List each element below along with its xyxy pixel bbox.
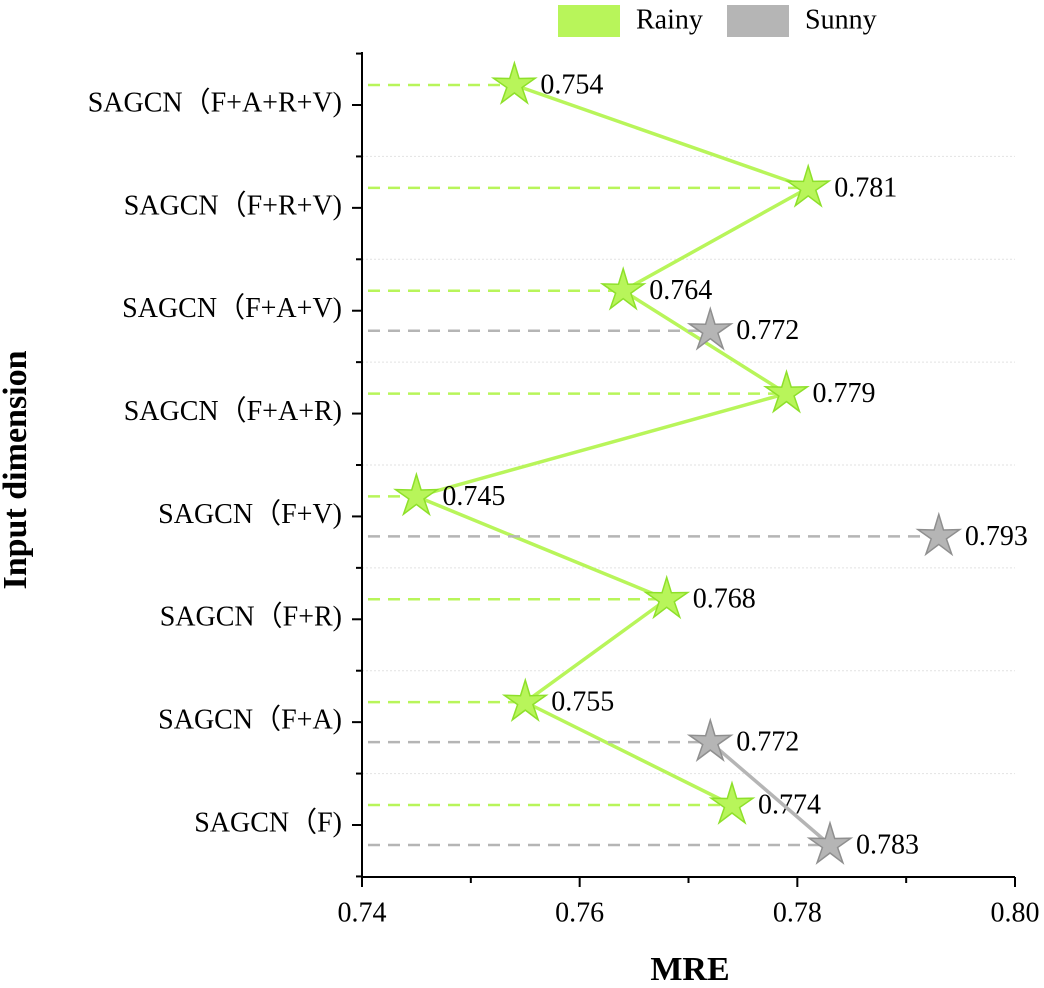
star-marker: [643, 574, 691, 620]
star-marker: [708, 780, 756, 825]
y-tick-label: SAGCN（F+A+R+V): [88, 86, 342, 118]
value-label: 0.793: [965, 521, 1028, 552]
star-marker: [784, 163, 832, 208]
value-label: 0.754: [540, 69, 603, 100]
star-marker: [490, 60, 538, 105]
value-label: 0.764: [649, 275, 712, 306]
y-axis-title: Input dimension: [0, 350, 34, 589]
x-tick-label: 0.80: [991, 897, 1040, 928]
star-marker: [915, 511, 963, 557]
value-label: 0.781: [834, 172, 897, 203]
y-tick-label: SAGCN（F+V): [158, 498, 342, 530]
legend-label: Sunny: [805, 4, 877, 35]
x-tick-label: 0.76: [555, 897, 604, 928]
star-marker: [501, 677, 549, 722]
value-label: 0.774: [758, 789, 821, 820]
x-tick-label: 0.78: [773, 897, 822, 928]
x-axis-title: MRE: [650, 951, 729, 988]
series-line: [709, 740, 832, 847]
y-tick-label: SAGCN（F): [194, 806, 342, 838]
star-marker: [393, 471, 440, 517]
y-tick-label: SAGCN（F+A+V): [122, 292, 342, 324]
value-label: 0.772: [736, 315, 799, 346]
y-tick-label: SAGCN（F+A+R): [124, 395, 342, 427]
star-marker: [686, 717, 734, 762]
value-label: 0.755: [551, 687, 614, 718]
y-tick-label: SAGCN（F+R): [160, 601, 342, 633]
y-tick-label: SAGCN（F+R+V): [124, 189, 342, 221]
value-label: 0.768: [693, 584, 756, 615]
value-label: 0.772: [736, 727, 799, 758]
value-label: 0.745: [442, 481, 505, 512]
x-tick-label: 0.74: [338, 897, 387, 928]
legend-swatch: [558, 5, 620, 37]
star-marker: [599, 266, 647, 311]
value-label: 0.779: [812, 378, 875, 409]
legend-swatch: [727, 5, 789, 37]
series-line: [411, 83, 813, 807]
star-marker: [763, 369, 810, 414]
y-tick-label: SAGCN（F+A): [158, 704, 342, 736]
star-marker: [686, 306, 734, 351]
legend-label: Rainy: [636, 4, 703, 35]
star-marker: [806, 820, 854, 865]
value-label: 0.783: [856, 829, 919, 860]
